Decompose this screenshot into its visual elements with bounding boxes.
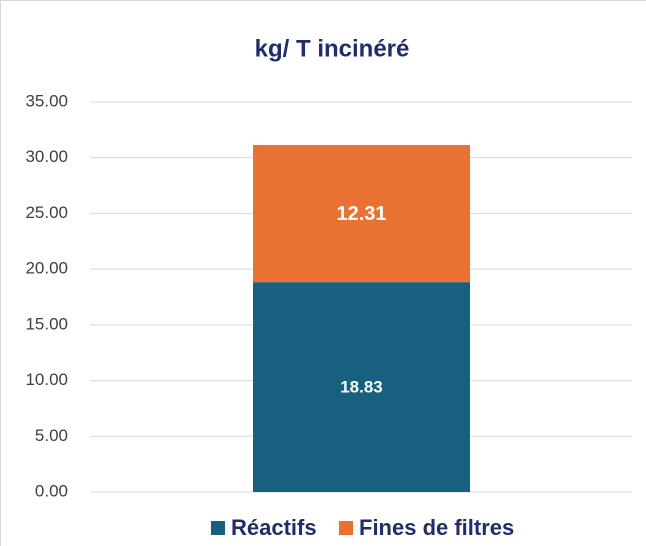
legend-swatch	[339, 521, 353, 535]
legend-swatch	[211, 521, 225, 535]
data-label: 18.83	[340, 378, 383, 397]
y-tick-label: 0.00	[35, 481, 68, 500]
y-tick-label: 25.00	[25, 203, 68, 222]
y-tick-label: 20.00	[25, 259, 68, 278]
data-label: 12.31	[336, 203, 386, 225]
y-tick-label: 15.00	[25, 314, 68, 333]
bar-segment	[253, 145, 470, 283]
legend-label: Réactifs	[231, 515, 317, 540]
legend-label: Fines de filtres	[359, 515, 514, 540]
bar-segment	[253, 282, 470, 492]
y-tick-label: 30.00	[25, 147, 68, 166]
chart-title: kg/ T incinéré	[255, 35, 410, 62]
y-tick-label: 10.00	[25, 370, 68, 389]
y-tick-label: 5.00	[35, 426, 68, 445]
y-tick-label: 35.00	[25, 91, 68, 110]
